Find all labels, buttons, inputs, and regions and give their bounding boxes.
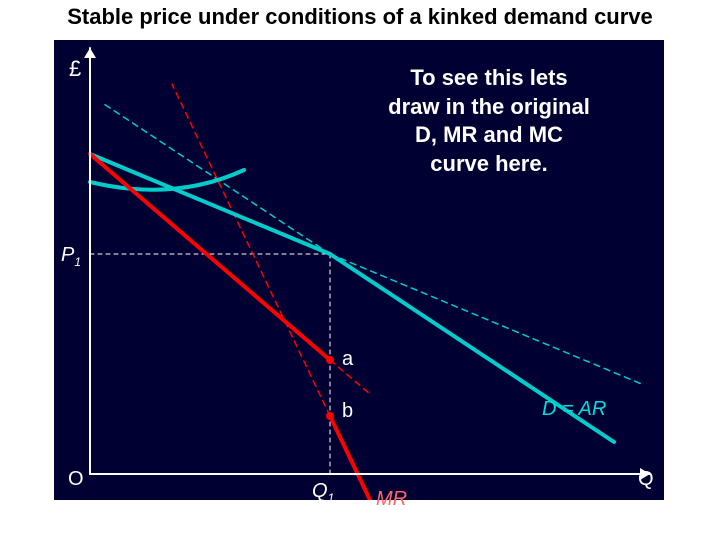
label-b: b (342, 400, 353, 423)
label-q: Q (638, 468, 654, 491)
slide-title: Stable price under conditions of a kinke… (0, 4, 720, 30)
label-mr: MR (376, 488, 407, 511)
plot-area: To see this letsdraw in the originalD, M… (54, 40, 664, 500)
slide-caption: To see this letsdraw in the originalD, M… (354, 64, 624, 178)
label-d-equals-ar: D = AR (542, 398, 606, 421)
y-axis-label: £ (69, 56, 81, 82)
label-q1: Q1 (312, 480, 334, 505)
label-p1: P1 (61, 244, 81, 269)
label-origin: O (68, 468, 84, 491)
label-a: a (342, 348, 353, 371)
